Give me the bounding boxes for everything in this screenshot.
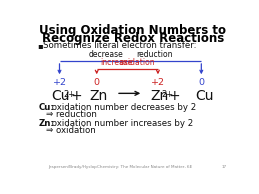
Text: ▪: ▪ (37, 41, 43, 50)
Text: 0: 0 (198, 78, 204, 87)
Text: ⇒ reduction: ⇒ reduction (46, 110, 97, 119)
Text: ⇒ oxidation: ⇒ oxidation (46, 126, 96, 135)
Text: +: + (169, 89, 181, 104)
Text: +2: +2 (53, 78, 67, 87)
Text: increase: increase (101, 58, 133, 67)
Text: oxidation: oxidation (120, 58, 156, 67)
Text: Zn:: Zn: (39, 119, 54, 128)
Text: Zn: Zn (90, 89, 108, 104)
Text: Using Oxidation Numbers to: Using Oxidation Numbers to (39, 24, 226, 37)
Text: 0: 0 (94, 78, 100, 87)
Text: Cu: Cu (52, 89, 70, 104)
Text: 17: 17 (222, 165, 227, 169)
Text: oxidation number increases by 2: oxidation number increases by 2 (49, 119, 194, 128)
Text: Cu: Cu (195, 89, 214, 104)
Text: reduction: reduction (136, 50, 173, 60)
Text: Sometimes literal electron transfer:: Sometimes literal electron transfer: (43, 41, 197, 50)
Text: Chemistry: The Molecular Nature of Matter, 6E: Chemistry: The Molecular Nature of Matte… (97, 165, 192, 169)
Text: 2+: 2+ (162, 90, 174, 99)
Text: Jespersen/Brady/Hyslop: Jespersen/Brady/Hyslop (48, 165, 97, 169)
Text: +2: +2 (151, 78, 165, 87)
Text: oxidation number decreases by 2: oxidation number decreases by 2 (49, 103, 197, 112)
Text: Recognize Redox Reactions: Recognize Redox Reactions (42, 32, 224, 45)
Text: Cu:: Cu: (39, 103, 54, 112)
Text: 2+: 2+ (63, 90, 76, 99)
Text: +: + (70, 89, 82, 104)
Text: Zn: Zn (150, 89, 168, 104)
Text: decrease: decrease (89, 50, 124, 60)
